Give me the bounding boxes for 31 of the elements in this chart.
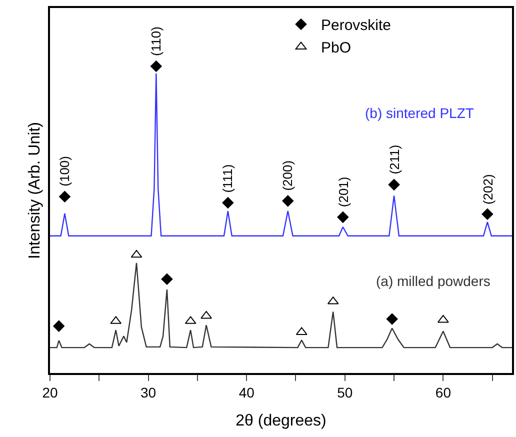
x-tick-label: 50 xyxy=(337,384,353,401)
annotation: (110) xyxy=(148,26,164,56)
annotation: (100) xyxy=(57,156,72,186)
y-axis-title: Intensity (Arb. Unit) xyxy=(26,122,44,259)
annotation: (202) xyxy=(480,174,496,205)
point xyxy=(222,197,234,208)
x-tick-label: 30 xyxy=(140,384,156,401)
text: (a) milled powders xyxy=(376,273,490,289)
point xyxy=(53,320,65,332)
x-tick-label: 40 xyxy=(238,384,255,401)
annotation: (201) xyxy=(336,176,351,208)
point xyxy=(282,195,294,207)
legend-label: PbO xyxy=(321,40,352,57)
point xyxy=(161,273,173,285)
x-axis-title: 2θ (degrees) xyxy=(236,412,326,430)
point xyxy=(386,313,398,325)
x-tick-label: 60 xyxy=(435,384,452,401)
text: (b) sintered PLZT xyxy=(365,105,474,121)
point xyxy=(437,314,449,323)
point xyxy=(150,60,162,72)
point xyxy=(482,208,494,220)
annotation: (111) xyxy=(220,164,236,193)
point xyxy=(200,310,212,319)
annotation: (211) xyxy=(386,144,402,174)
point xyxy=(337,211,349,223)
point xyxy=(130,250,142,258)
legend-label: Perovskite xyxy=(321,17,392,34)
x-tick-label: 20 xyxy=(42,384,58,401)
point xyxy=(388,178,400,190)
annotation: (200) xyxy=(280,160,295,191)
point xyxy=(59,190,70,202)
